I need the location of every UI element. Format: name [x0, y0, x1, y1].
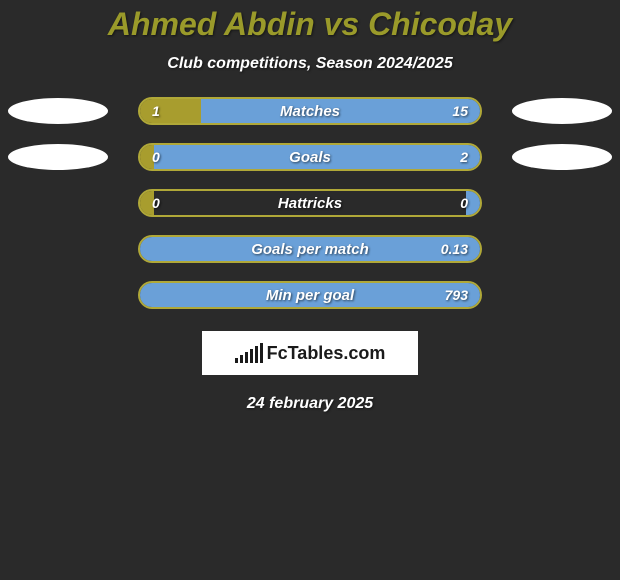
- logo-bars-icon: [235, 343, 263, 363]
- stat-value-right: 2: [460, 145, 468, 169]
- player-left-ellipse: [8, 144, 108, 170]
- stat-bar: Matches1 15: [138, 97, 482, 125]
- stat-row: Hattricks0 0: [0, 189, 620, 217]
- stat-label: Min per goal: [140, 283, 480, 307]
- logo-text: FcTables.com: [267, 343, 386, 364]
- stat-bar: Hattricks0 0: [138, 189, 482, 217]
- stat-value-left: 0: [152, 191, 160, 215]
- stat-bar: Goals per match0.13: [138, 235, 482, 263]
- stat-row: Matches1 15: [0, 97, 620, 125]
- stat-row: Goals per match0.13: [0, 235, 620, 263]
- comparison-infographic: Ahmed Abdin vs Chicoday Club competition…: [0, 0, 620, 580]
- stat-label: Hattricks: [140, 191, 480, 215]
- stat-row: Goals0 2: [0, 143, 620, 171]
- stat-bar: Min per goal793: [138, 281, 482, 309]
- stat-label: Goals per match: [140, 237, 480, 261]
- stats-rows: Matches115Goals02Hattricks00Goals per ma…: [0, 97, 620, 309]
- player-right-ellipse: [512, 98, 612, 124]
- stat-value-left: 0: [152, 145, 160, 169]
- stat-value-right: 793: [445, 283, 468, 307]
- player-right-ellipse: [512, 144, 612, 170]
- comparison-date: 24 february 2025: [0, 395, 620, 413]
- stat-label: Matches: [140, 99, 480, 123]
- stat-value-left: 1: [152, 99, 160, 123]
- stat-row: Min per goal793: [0, 281, 620, 309]
- player-left-ellipse: [8, 98, 108, 124]
- page-title: Ahmed Abdin vs Chicoday: [0, 6, 620, 43]
- stat-value-right: 15: [452, 99, 468, 123]
- stat-value-right: 0.13: [441, 237, 468, 261]
- stat-label: Goals: [140, 145, 480, 169]
- stat-value-right: 0: [460, 191, 468, 215]
- fctables-logo: FcTables.com: [202, 331, 418, 375]
- subtitle: Club competitions, Season 2024/2025: [0, 55, 620, 73]
- stat-bar: Goals0 2: [138, 143, 482, 171]
